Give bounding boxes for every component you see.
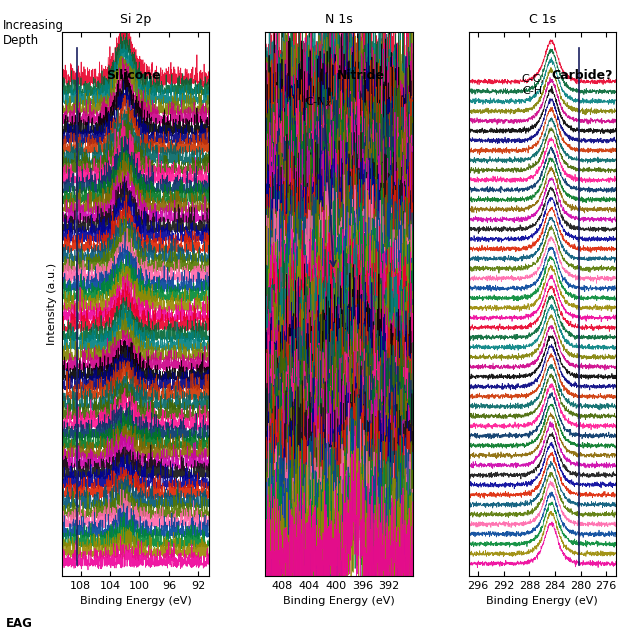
Text: Increasing
Depth: Increasing Depth — [3, 19, 64, 47]
X-axis label: Binding Energy (eV): Binding Energy (eV) — [283, 596, 395, 606]
Text: Si 2p: Si 2p — [120, 13, 151, 26]
X-axis label: Binding Energy (eV): Binding Energy (eV) — [486, 596, 598, 606]
Text: Carbide?: Carbide? — [551, 69, 613, 82]
Y-axis label: Intensity (a.u.): Intensity (a.u.) — [47, 263, 57, 345]
Text: EAG: EAG — [6, 617, 33, 630]
Text: Silicone: Silicone — [106, 69, 161, 82]
Text: Nitride: Nitride — [337, 69, 385, 82]
Text: C-N$_x$: C-N$_x$ — [305, 96, 332, 110]
Text: C 1s: C 1s — [529, 13, 555, 26]
Text: C-C,
C-H: C-C, C-H — [521, 74, 544, 96]
X-axis label: Binding Energy (eV): Binding Energy (eV) — [80, 596, 192, 606]
Text: N 1s: N 1s — [325, 13, 353, 26]
